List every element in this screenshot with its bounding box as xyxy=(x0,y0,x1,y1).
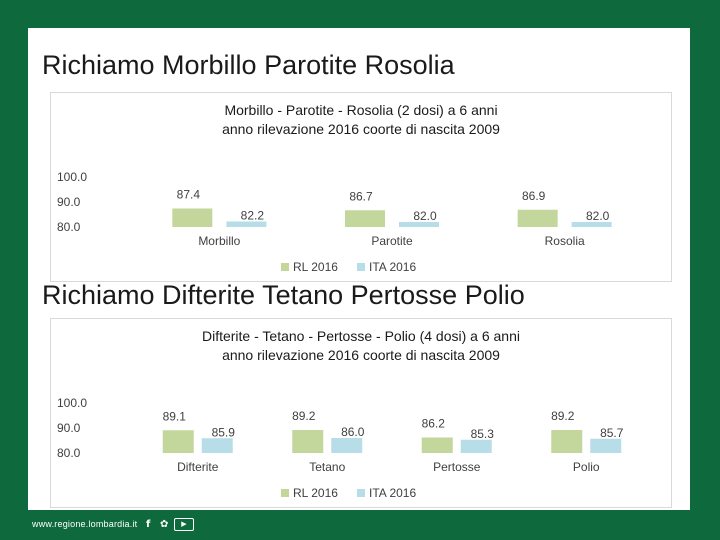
bar-ita xyxy=(226,221,267,227)
legend-label-ita: ITA 2016 xyxy=(369,260,416,274)
y-tick-label: 100.0 xyxy=(57,170,87,184)
bar-rl xyxy=(551,430,583,453)
y-tick-label: 90.0 xyxy=(57,195,81,209)
legend-label-rl: RL 2016 xyxy=(293,486,338,500)
y-tick-label: 100.0 xyxy=(57,396,87,410)
chart-mpr: Morbillo - Parotite - Rosolia (2 dosi) a… xyxy=(50,92,672,282)
data-label: 86.9 xyxy=(522,189,546,203)
bar-ita xyxy=(590,438,622,453)
y-tick-label: 80.0 xyxy=(57,220,81,234)
chart-title: Morbillo - Parotite - Rosolia (2 dosi) a… xyxy=(224,102,497,118)
data-label: 86.0 xyxy=(341,425,365,439)
y-tick-label: 90.0 xyxy=(57,421,81,435)
legend-swatch-ita xyxy=(357,489,365,497)
data-label: 86.2 xyxy=(422,417,446,431)
y-tick-label: 80.0 xyxy=(57,446,81,460)
bar-rl xyxy=(292,430,324,453)
legend-swatch-rl xyxy=(281,489,289,497)
legend-swatch-rl xyxy=(281,263,289,271)
legend-label-rl: RL 2016 xyxy=(293,260,338,274)
data-label: 82.0 xyxy=(586,209,610,223)
facebook-icon[interactable]: f xyxy=(146,519,151,530)
youtube-icon[interactable]: ▶ xyxy=(174,518,194,531)
slide-title-1: Richiamo Morbillo Parotite Rosolia xyxy=(42,50,455,80)
bar-ita xyxy=(331,438,363,453)
category-label: Rosolia xyxy=(545,234,585,248)
chart-subtitle: anno rilevazione 2016 coorte di nascita … xyxy=(222,347,500,363)
data-label: 85.3 xyxy=(471,427,495,441)
bar-ita xyxy=(201,438,233,453)
data-label: 85.7 xyxy=(600,426,624,440)
data-label: 82.2 xyxy=(241,209,265,223)
data-label: 89.2 xyxy=(551,409,575,423)
data-label: 87.4 xyxy=(177,188,201,202)
chart-dtpp: Difterite - Tetano - Pertosse - Polio (4… xyxy=(50,318,672,508)
chart-title: Difterite - Tetano - Pertosse - Polio (4… xyxy=(202,328,520,344)
category-label: Polio xyxy=(573,460,600,474)
bar-ita xyxy=(460,439,492,453)
category-label: Difterite xyxy=(177,460,219,474)
bar-ita xyxy=(399,222,439,227)
bar-rl xyxy=(421,437,453,453)
category-label: Pertosse xyxy=(433,460,481,474)
data-label: 85.9 xyxy=(212,425,236,439)
slide: Richiamo Morbillo Parotite Rosolia Morbi… xyxy=(28,28,696,526)
slide-title-2: Richiamo Difterite Tetano Pertosse Polio xyxy=(42,280,525,310)
legend-swatch-ita xyxy=(357,263,365,271)
data-label: 89.1 xyxy=(163,409,187,423)
bar-rl xyxy=(517,209,558,227)
bar-rl xyxy=(162,430,194,453)
data-label: 86.7 xyxy=(349,189,373,203)
footer-url[interactable]: www.regione.lombardia.it xyxy=(32,519,138,529)
bar-rl xyxy=(345,210,385,227)
footer: www.regione.lombardia.it f ✿ ▶ xyxy=(0,510,720,540)
legend-label-ita: ITA 2016 xyxy=(369,486,416,500)
data-label: 89.2 xyxy=(292,409,316,423)
chart-mpr-svg: Morbillo - Parotite - Rosolia (2 dosi) a… xyxy=(57,102,612,274)
bar-ita xyxy=(571,222,612,227)
category-label: Morbillo xyxy=(198,234,240,248)
bar-rl xyxy=(172,208,213,227)
chart-subtitle: anno rilevazione 2016 coorte di nascita … xyxy=(222,121,500,137)
chart-dtpp-svg: Difterite - Tetano - Pertosse - Polio (4… xyxy=(57,328,624,500)
category-label: Parotite xyxy=(371,234,413,248)
category-label: Tetano xyxy=(309,460,345,474)
left-stripe xyxy=(0,0,28,540)
twitter-icon[interactable]: ✿ xyxy=(160,519,169,530)
data-label: 82.0 xyxy=(413,209,437,223)
